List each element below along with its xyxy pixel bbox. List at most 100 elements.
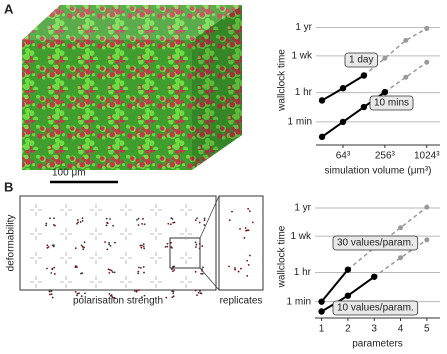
- track-dot: [79, 221, 82, 223]
- track-dot: [109, 269, 111, 271]
- track-dot: [138, 266, 140, 269]
- track-dot: [247, 264, 250, 266]
- track-dot: [203, 224, 206, 226]
- track-dot: [49, 217, 51, 220]
- track-dot: [203, 217, 206, 220]
- track-dot: [245, 229, 247, 232]
- point: [398, 255, 404, 261]
- point: [318, 133, 326, 141]
- grid-cross: [60, 204, 72, 216]
- track-dot: [239, 228, 241, 230]
- track-dot: [196, 294, 198, 297]
- grid-cross: [120, 204, 132, 216]
- track-dot: [108, 243, 111, 246]
- grid-cross: [180, 252, 192, 264]
- track-dot: [107, 268, 110, 271]
- grid-cross: [60, 228, 72, 240]
- track-dot: [198, 247, 201, 250]
- track-dot: [201, 269, 204, 272]
- track-dot: [110, 269, 113, 272]
- track-dot: [142, 266, 145, 268]
- track-dot: [80, 244, 83, 247]
- track-dot: [195, 246, 197, 248]
- track-dot: [138, 289, 140, 292]
- track-dot: [109, 244, 112, 247]
- zoom-box: [169, 237, 201, 269]
- track-dot: [137, 217, 140, 220]
- track-dot: [240, 267, 242, 270]
- track-dot: [51, 268, 54, 271]
- track-dot: [166, 245, 169, 248]
- track-dot: [81, 219, 84, 222]
- cube: [22, 5, 242, 170]
- y-tick-label: 1 wk: [291, 50, 313, 61]
- point: [339, 85, 347, 92]
- track-dot: [143, 271, 145, 274]
- track-dot: [247, 207, 250, 210]
- track-dot: [200, 272, 203, 275]
- track-dot: [49, 293, 51, 296]
- track-dot: [201, 268, 203, 271]
- track-dot: [83, 241, 86, 244]
- track-dot: [237, 270, 240, 273]
- track-dot: [81, 245, 84, 248]
- track-dot: [172, 270, 174, 273]
- point: [371, 273, 378, 280]
- track-dot: [142, 245, 145, 248]
- y-label: deformability: [6, 215, 17, 272]
- track-dot: [243, 237, 246, 239]
- grid-cross: [150, 204, 162, 216]
- grid-plot: [19, 195, 264, 299]
- track-dot: [194, 241, 197, 244]
- track-dot: [170, 246, 173, 248]
- y-axis-label: wallclock time: [277, 225, 288, 288]
- track-dot: [244, 227, 247, 229]
- x-tick-label: 1024³: [414, 151, 440, 162]
- track-dot: [114, 241, 116, 244]
- track-dot: [106, 222, 109, 225]
- track-dot: [166, 242, 169, 245]
- track-dot: [74, 247, 77, 250]
- point: [398, 225, 404, 231]
- track-dot: [46, 267, 48, 270]
- annotation: 30 values/param.: [337, 238, 414, 249]
- y-tick-label: 1 min: [288, 117, 312, 128]
- track-dot: [105, 224, 108, 227]
- point: [424, 237, 430, 243]
- y-tick-label: 1 hr: [295, 87, 313, 98]
- track-dot: [78, 292, 80, 295]
- scale-bar-label: 100 μm: [52, 168, 86, 179]
- track-dot: [80, 272, 82, 275]
- track-dot: [172, 292, 175, 295]
- grid-cross: [90, 252, 102, 264]
- track-dot: [104, 241, 106, 243]
- point: [360, 72, 368, 79]
- track-dot: [248, 210, 251, 213]
- track-dot: [171, 290, 174, 293]
- x-tick-label: 2: [345, 324, 351, 335]
- track-dot: [172, 221, 175, 224]
- track-dot: [197, 291, 200, 294]
- x-tick-label: 4: [398, 324, 404, 335]
- track-dot: [196, 217, 198, 220]
- point: [339, 118, 347, 126]
- track-dot: [112, 224, 114, 227]
- track-dot: [111, 271, 114, 274]
- grid-cross: [120, 276, 132, 288]
- point: [318, 308, 325, 315]
- track-dot: [228, 265, 230, 268]
- track-dot: [172, 265, 174, 268]
- grid-cross: [30, 252, 42, 264]
- track-dot: [234, 267, 236, 269]
- grid-cross: [180, 204, 192, 216]
- series-line: [363, 27, 428, 77]
- track-dot: [108, 292, 111, 295]
- track-dot: [228, 219, 231, 221]
- annotation-box: [332, 300, 419, 316]
- cube-top-shade: [22, 5, 242, 40]
- track-dot: [77, 218, 79, 221]
- point: [318, 298, 325, 305]
- track-dot: [143, 294, 146, 297]
- annotation-box: [332, 235, 419, 251]
